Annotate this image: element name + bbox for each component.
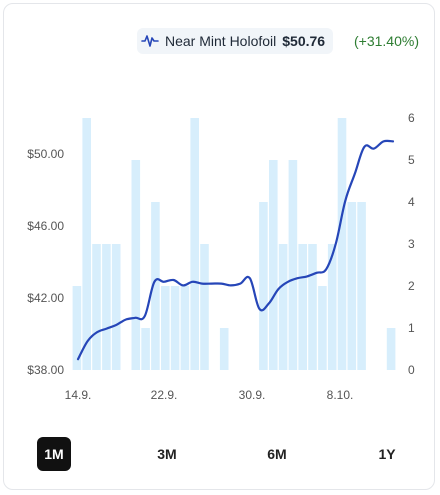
price-line	[76, 139, 395, 361]
volume-bar	[269, 160, 278, 370]
volume-bar	[219, 328, 229, 370]
right-axis-tick: 6	[408, 111, 415, 125]
x-axis: 14.9. 22.9. 30.9. 8.10.	[65, 388, 354, 402]
x-axis-tick: 22.9.	[151, 388, 178, 402]
right-axis-tick: 3	[408, 237, 415, 251]
x-axis-tick: 30.9.	[239, 388, 266, 402]
volume-bar	[200, 244, 209, 370]
volume-bar	[82, 118, 91, 370]
right-axis-tick: 5	[408, 153, 415, 167]
left-axis: $50.00 $46.00 $42.00 $38.00	[27, 147, 64, 377]
volume-bar	[318, 286, 327, 370]
volume-bar	[308, 244, 317, 370]
volume-bar	[131, 160, 141, 370]
volume-bar	[111, 244, 121, 370]
volume-bar	[92, 244, 101, 370]
volume-bar	[278, 244, 288, 370]
volume-bar	[170, 286, 180, 370]
right-axis-tick: 0	[408, 363, 415, 377]
volume-bar	[180, 286, 190, 370]
left-axis-tick: $50.00	[27, 147, 64, 161]
volume-bar	[102, 244, 111, 370]
x-axis-tick: 8.10.	[327, 388, 354, 402]
x-axis-tick: 14.9.	[65, 388, 92, 402]
volume-bar	[141, 328, 150, 370]
volume-bar	[190, 118, 199, 370]
line-chart-icon	[141, 34, 159, 48]
current-price: $50.76	[282, 33, 326, 49]
volume-bar	[288, 160, 298, 370]
right-axis-tick: 2	[408, 279, 415, 293]
volume-bar	[298, 244, 307, 370]
left-axis-tick: $42.00	[27, 291, 64, 305]
volume-bars	[72, 118, 396, 370]
volume-bar	[347, 202, 357, 370]
volume-bar	[327, 244, 337, 370]
range-button-1y[interactable]: 1Y	[378, 446, 396, 462]
right-axis-tick: 4	[408, 195, 415, 209]
variant-price-chip[interactable]: Near Mint Holofoil $50.76	[137, 28, 334, 54]
left-axis-tick: $38.00	[27, 363, 64, 377]
range-button-6m[interactable]: 6M	[267, 446, 287, 462]
volume-bar	[72, 286, 82, 370]
volume-bar	[337, 118, 347, 370]
right-axis-tick: 1	[408, 321, 415, 335]
left-axis-tick: $46.00	[27, 219, 64, 233]
range-button-1m[interactable]: 1M	[37, 437, 71, 471]
volume-bar	[386, 328, 396, 370]
range-selector: 1M 3M 6M 1Y	[37, 437, 407, 471]
price-change: (+31.40%)	[354, 33, 419, 49]
right-axis: 6 5 4 3 2 1 0	[408, 111, 415, 377]
range-button-3m[interactable]: 3M	[157, 446, 177, 462]
volume-bar	[357, 202, 366, 370]
volume-bar	[259, 202, 268, 370]
volume-bar	[161, 286, 170, 370]
volume-bar	[151, 202, 160, 370]
variant-label: Near Mint Holofoil	[165, 33, 277, 49]
